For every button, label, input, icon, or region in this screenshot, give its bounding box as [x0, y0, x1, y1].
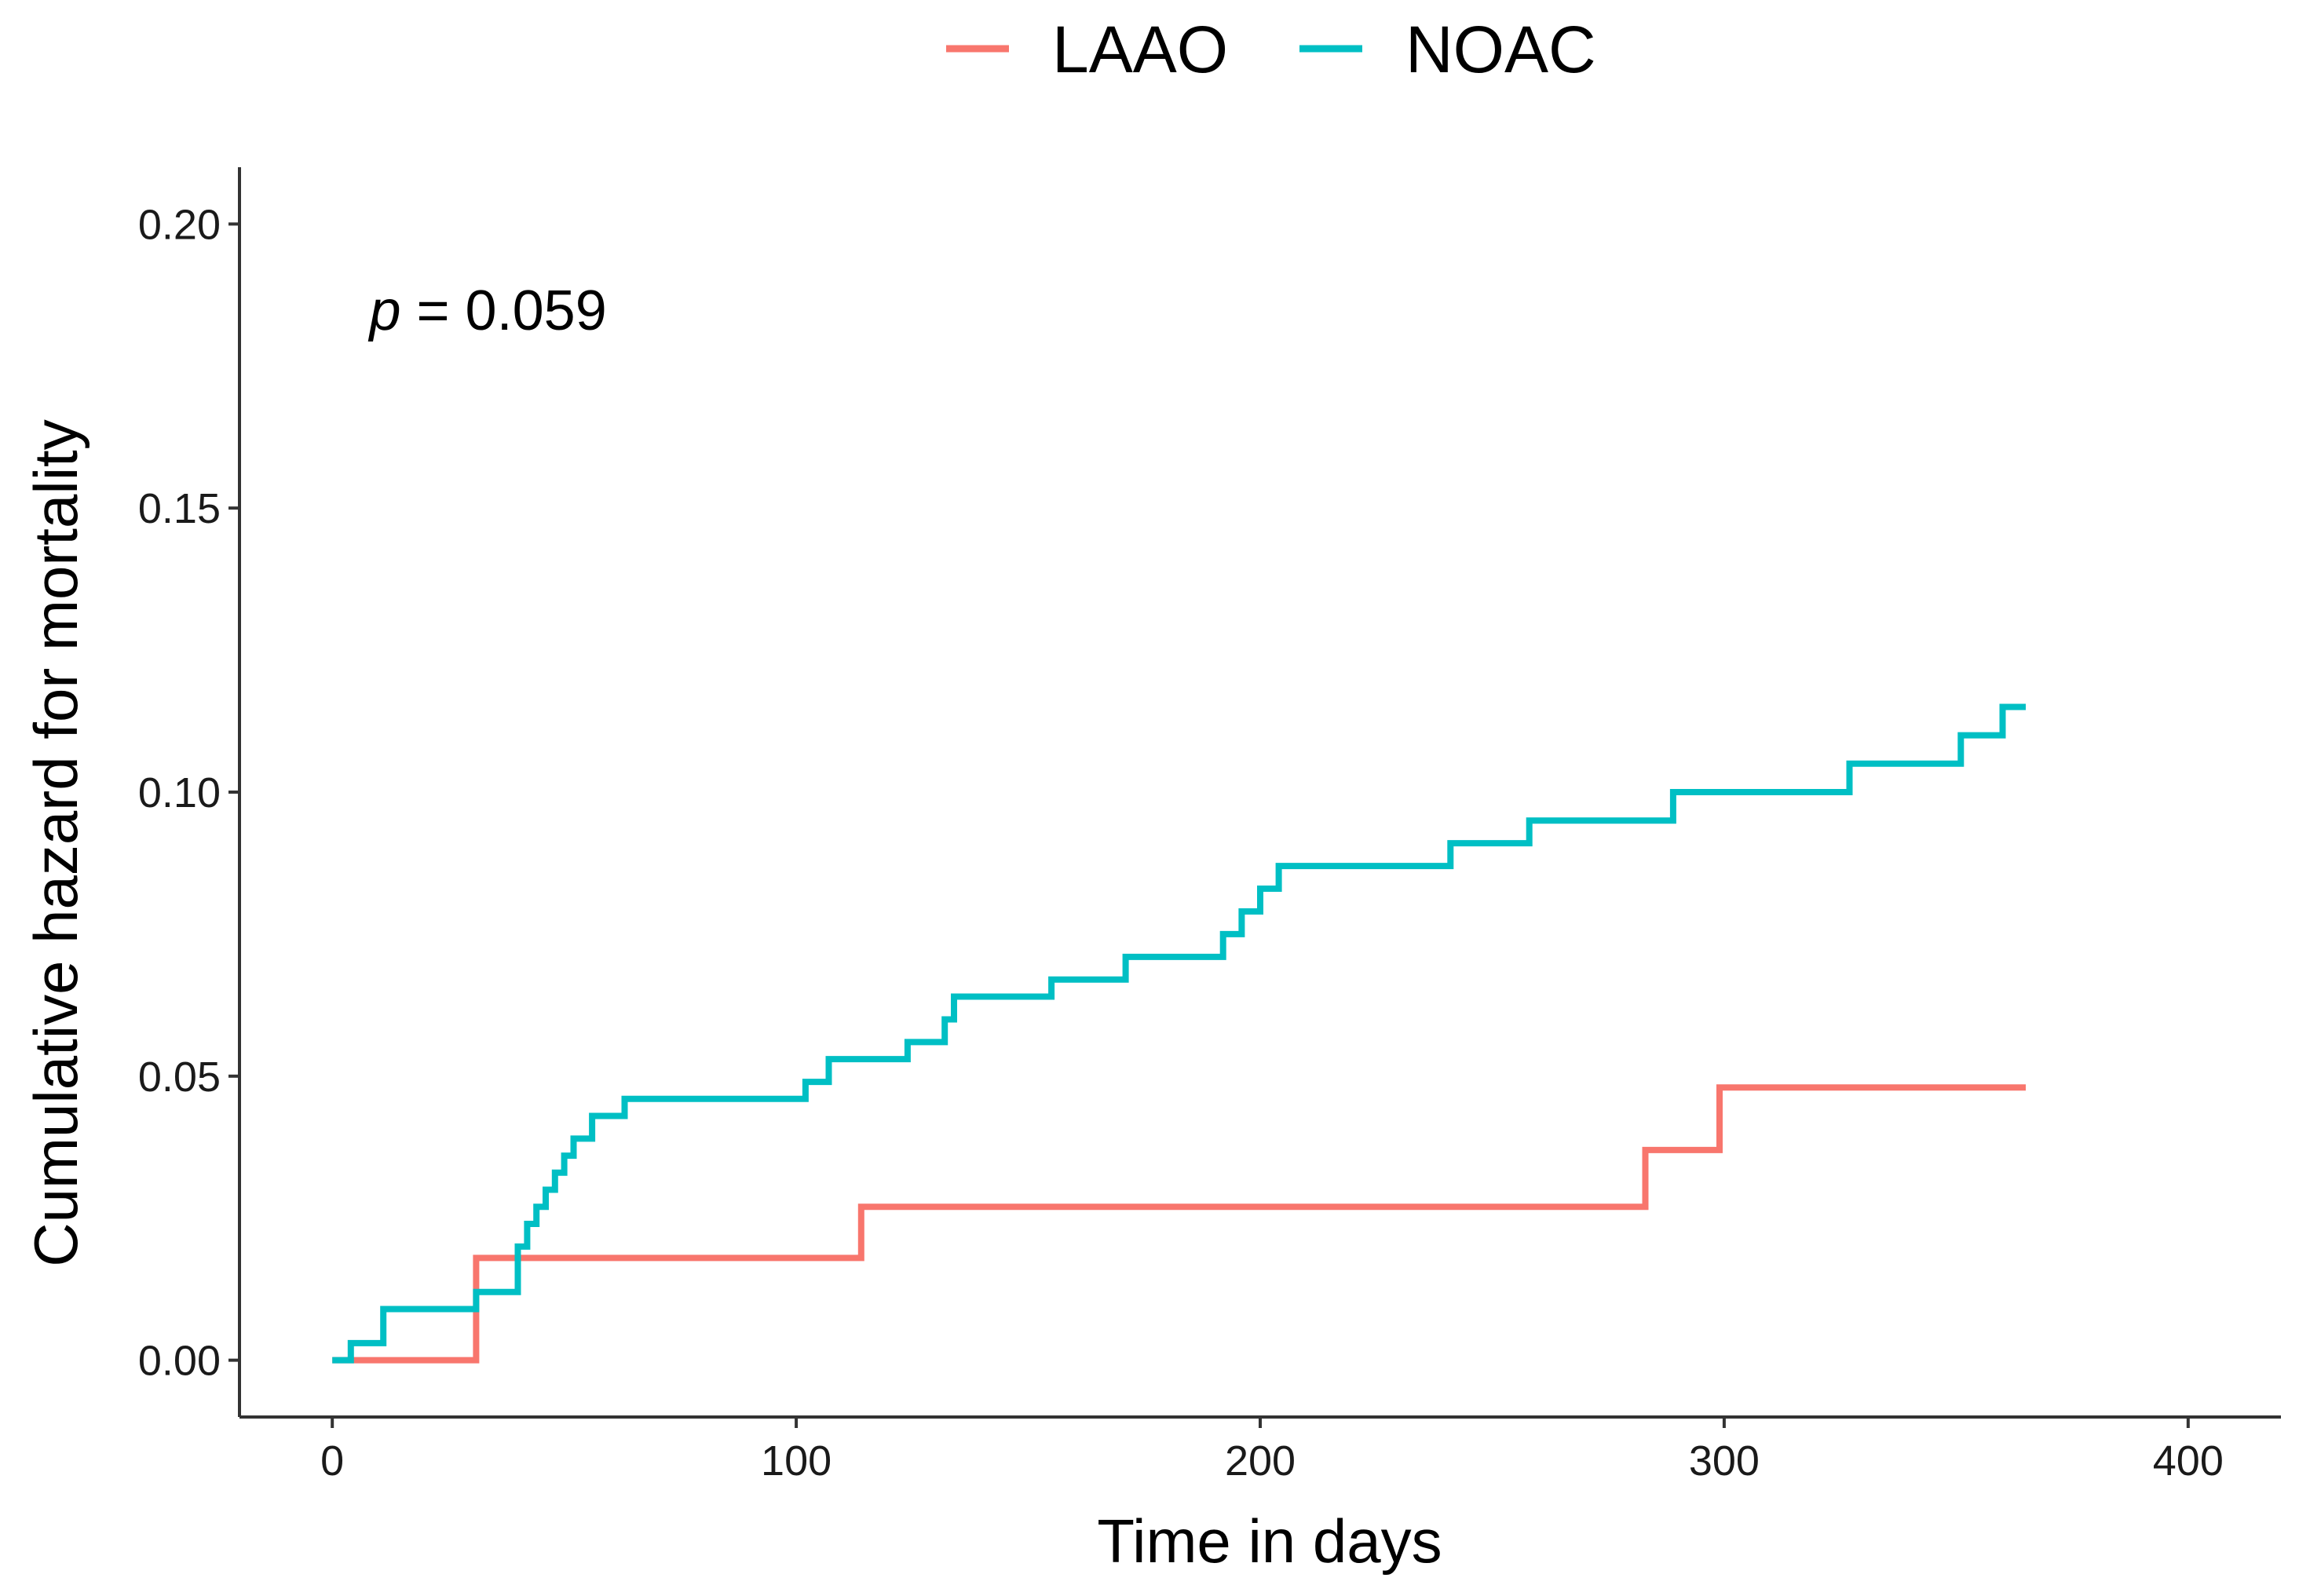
y-tick-label: 0.05	[138, 1054, 221, 1101]
x-tick-label: 400	[2153, 1437, 2224, 1485]
series-line-noac	[332, 703, 2026, 1364]
p-value-annotation: p = 0.059	[367, 279, 606, 342]
p-symbol: p	[367, 279, 400, 342]
y-axis-title: Cumulative hazard for mortality	[21, 419, 90, 1266]
p-value: = 0.059	[401, 279, 607, 342]
x-tick-label: 100	[761, 1437, 832, 1485]
legend-label-laao: LAAO	[1052, 13, 1228, 86]
legend-label-noac: NOAC	[1405, 13, 1596, 86]
legend: LAAO NOAC	[946, 13, 1596, 86]
y-tick-label: 0.15	[138, 485, 221, 532]
x-tick-label: 0	[320, 1437, 344, 1485]
axes-layer: 0.00 0.05 0.10 0.15 0.20 0 100 200 300 400	[138, 167, 2281, 1485]
y-tick-label: 0.20	[138, 201, 221, 248]
x-tick-label: 200	[1225, 1437, 1296, 1485]
x-tick-label: 300	[1689, 1437, 1760, 1485]
series-layer	[332, 703, 2026, 1364]
y-tick-label: 0.00	[138, 1338, 221, 1385]
plot-area: 0.00 0.05 0.10 0.15 0.20 0 100 200 300 400	[138, 167, 2281, 1485]
y-tick-label: 0.10	[138, 769, 221, 816]
x-axis-title: Time in days	[1097, 1507, 1442, 1576]
series-line-laao	[332, 1084, 2026, 1364]
